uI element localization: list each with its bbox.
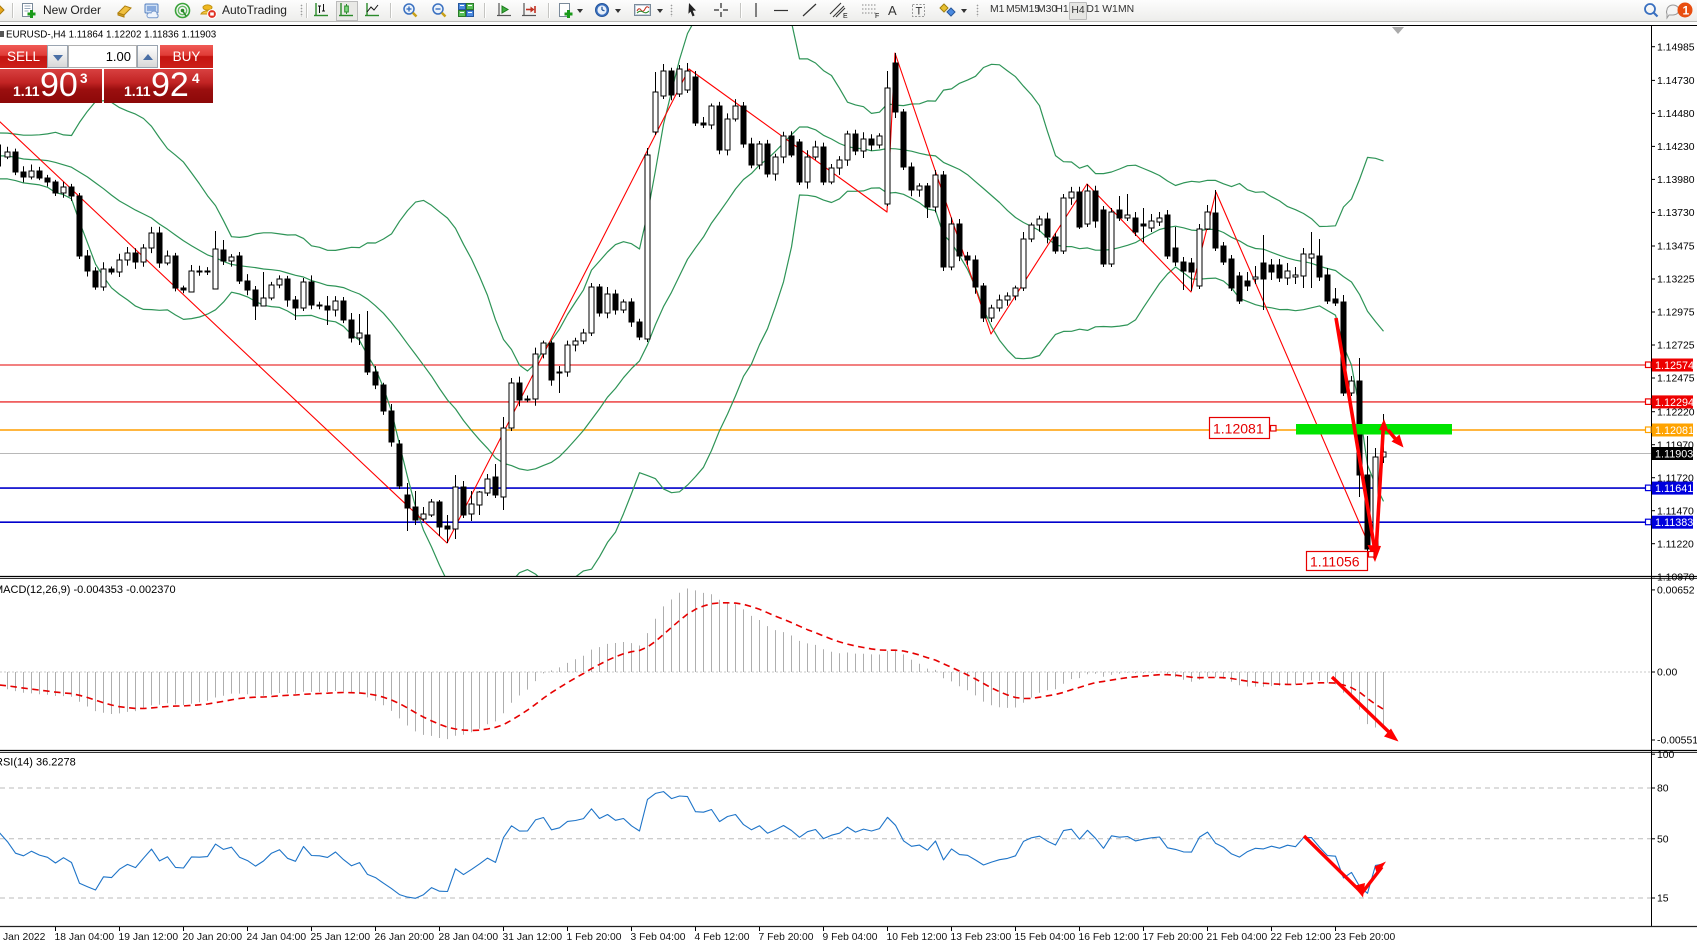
svg-text:1.12220: 1.12220 bbox=[1657, 407, 1695, 418]
svg-text:16 Feb 12:00: 16 Feb 12:00 bbox=[1079, 932, 1140, 943]
svg-text:1.12294: 1.12294 bbox=[1655, 397, 1694, 409]
svg-text:13 Feb 23:00: 13 Feb 23:00 bbox=[951, 932, 1012, 943]
svg-text:1.11903: 1.11903 bbox=[1655, 449, 1693, 461]
svg-text:10 Feb 12:00: 10 Feb 12:00 bbox=[887, 932, 948, 943]
svg-text:1: 1 bbox=[1683, 4, 1690, 18]
svg-text:1.13225: 1.13225 bbox=[1657, 275, 1695, 286]
svg-text:20 Jan 20:00: 20 Jan 20:00 bbox=[183, 932, 243, 943]
svg-text:1.14230: 1.14230 bbox=[1657, 142, 1695, 153]
svg-text:80: 80 bbox=[1657, 784, 1669, 795]
svg-text:15: 15 bbox=[1657, 894, 1669, 905]
svg-text:Jan 2022: Jan 2022 bbox=[3, 932, 46, 943]
svg-text:1.11383: 1.11383 bbox=[1655, 517, 1693, 529]
svg-text:1.12081: 1.12081 bbox=[1655, 425, 1694, 437]
svg-text:1.13980: 1.13980 bbox=[1657, 175, 1695, 186]
svg-text:1.13730: 1.13730 bbox=[1657, 208, 1695, 219]
svg-text:15 Feb 04:00: 15 Feb 04:00 bbox=[1015, 932, 1076, 943]
svg-text:F: F bbox=[875, 13, 879, 20]
svg-text:3 Feb 04:00: 3 Feb 04:00 bbox=[631, 932, 686, 943]
svg-text:23 Feb 20:00: 23 Feb 20:00 bbox=[1335, 932, 1396, 943]
svg-text:1.11220: 1.11220 bbox=[1657, 539, 1694, 550]
svg-text:4 Feb 12:00: 4 Feb 12:00 bbox=[695, 932, 750, 943]
svg-text:EURUSD-,H4 1.11864 1.12202 1.: EURUSD-,H4 1.11864 1.12202 1.11836 1.119… bbox=[6, 30, 217, 41]
svg-text:RSI(14) 36.2278: RSI(14) 36.2278 bbox=[0, 757, 76, 769]
svg-text:0.00: 0.00 bbox=[1657, 668, 1677, 679]
svg-text:31 Jan 12:00: 31 Jan 12:00 bbox=[503, 932, 563, 943]
svg-text:22 Feb 12:00: 22 Feb 12:00 bbox=[1271, 932, 1332, 943]
svg-text:E: E bbox=[843, 13, 848, 20]
svg-text:100: 100 bbox=[1657, 750, 1675, 761]
svg-text:25 Jan 12:00: 25 Jan 12:00 bbox=[311, 932, 371, 943]
svg-text:1.12475: 1.12475 bbox=[1657, 374, 1695, 385]
svg-text:18 Jan 04:00: 18 Jan 04:00 bbox=[55, 932, 115, 943]
svg-text:1.12574: 1.12574 bbox=[1655, 360, 1694, 372]
svg-text:1.10970: 1.10970 bbox=[1657, 572, 1695, 583]
svg-text:21 Feb 04:00: 21 Feb 04:00 bbox=[1207, 932, 1268, 943]
svg-text:T: T bbox=[916, 6, 923, 18]
svg-text:1.12081: 1.12081 bbox=[1213, 421, 1264, 437]
svg-text:1.12725: 1.12725 bbox=[1657, 341, 1695, 352]
svg-text:1.11720: 1.11720 bbox=[1657, 473, 1694, 484]
svg-text:MACD(12,26,9) -0.004353 -0.002: MACD(12,26,9) -0.004353 -0.002370 bbox=[0, 584, 176, 596]
svg-text:1 Feb 20:00: 1 Feb 20:00 bbox=[567, 932, 622, 943]
svg-text:1.11970: 1.11970 bbox=[1657, 440, 1694, 451]
svg-text:19 Jan 12:00: 19 Jan 12:00 bbox=[119, 932, 179, 943]
svg-text:1.14985: 1.14985 bbox=[1657, 42, 1695, 53]
svg-text:1.11056: 1.11056 bbox=[1310, 554, 1360, 570]
svg-text:24 Jan 04:00: 24 Jan 04:00 bbox=[247, 932, 307, 943]
svg-text:0.00652: 0.00652 bbox=[1657, 586, 1695, 597]
svg-text:7 Feb 20:00: 7 Feb 20:00 bbox=[759, 932, 814, 943]
svg-text:1.12975: 1.12975 bbox=[1657, 308, 1695, 319]
svg-text:1.11641: 1.11641 bbox=[1655, 483, 1693, 495]
svg-text:1.14730: 1.14730 bbox=[1657, 76, 1695, 87]
svg-text:1.13475: 1.13475 bbox=[1657, 242, 1695, 253]
svg-text:17 Feb 20:00: 17 Feb 20:00 bbox=[1143, 932, 1204, 943]
svg-text:50: 50 bbox=[1657, 834, 1669, 845]
svg-text:1.11470: 1.11470 bbox=[1657, 506, 1694, 517]
svg-text:1.14480: 1.14480 bbox=[1657, 109, 1695, 120]
svg-text:26 Jan 20:00: 26 Jan 20:00 bbox=[375, 932, 435, 943]
svg-text:9 Feb 04:00: 9 Feb 04:00 bbox=[823, 932, 878, 943]
svg-text:28 Jan 04:00: 28 Jan 04:00 bbox=[439, 932, 499, 943]
